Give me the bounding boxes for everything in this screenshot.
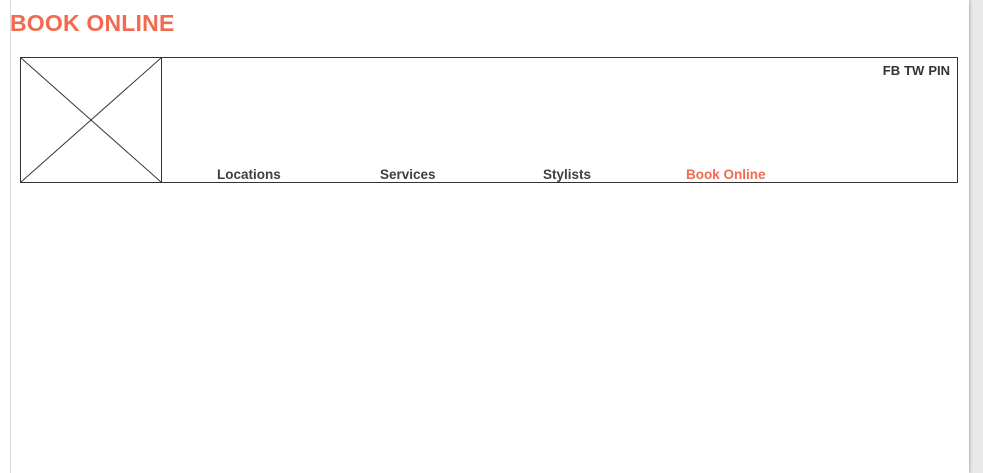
- pinterest-link[interactable]: PIN: [928, 63, 950, 78]
- main-nav: Locations Services Stylists Book Online: [21, 167, 957, 183]
- image-placeholder-icon: [21, 58, 161, 182]
- site-header: FB TW PIN Locations Services Stylists Bo…: [20, 57, 958, 183]
- nav-item-locations[interactable]: Locations: [217, 167, 281, 182]
- facebook-link[interactable]: FB: [882, 63, 901, 78]
- page-left-border: [10, 0, 11, 473]
- twitter-link[interactable]: TW: [904, 63, 925, 78]
- page-title: BOOK ONLINE: [10, 10, 175, 36]
- social-links: FB TW PIN: [883, 63, 950, 78]
- nav-item-services[interactable]: Services: [380, 167, 436, 182]
- nav-item-stylists[interactable]: Stylists: [543, 167, 592, 182]
- logo-placeholder[interactable]: [21, 58, 162, 182]
- nav-item-book-online[interactable]: Book Online: [686, 167, 766, 182]
